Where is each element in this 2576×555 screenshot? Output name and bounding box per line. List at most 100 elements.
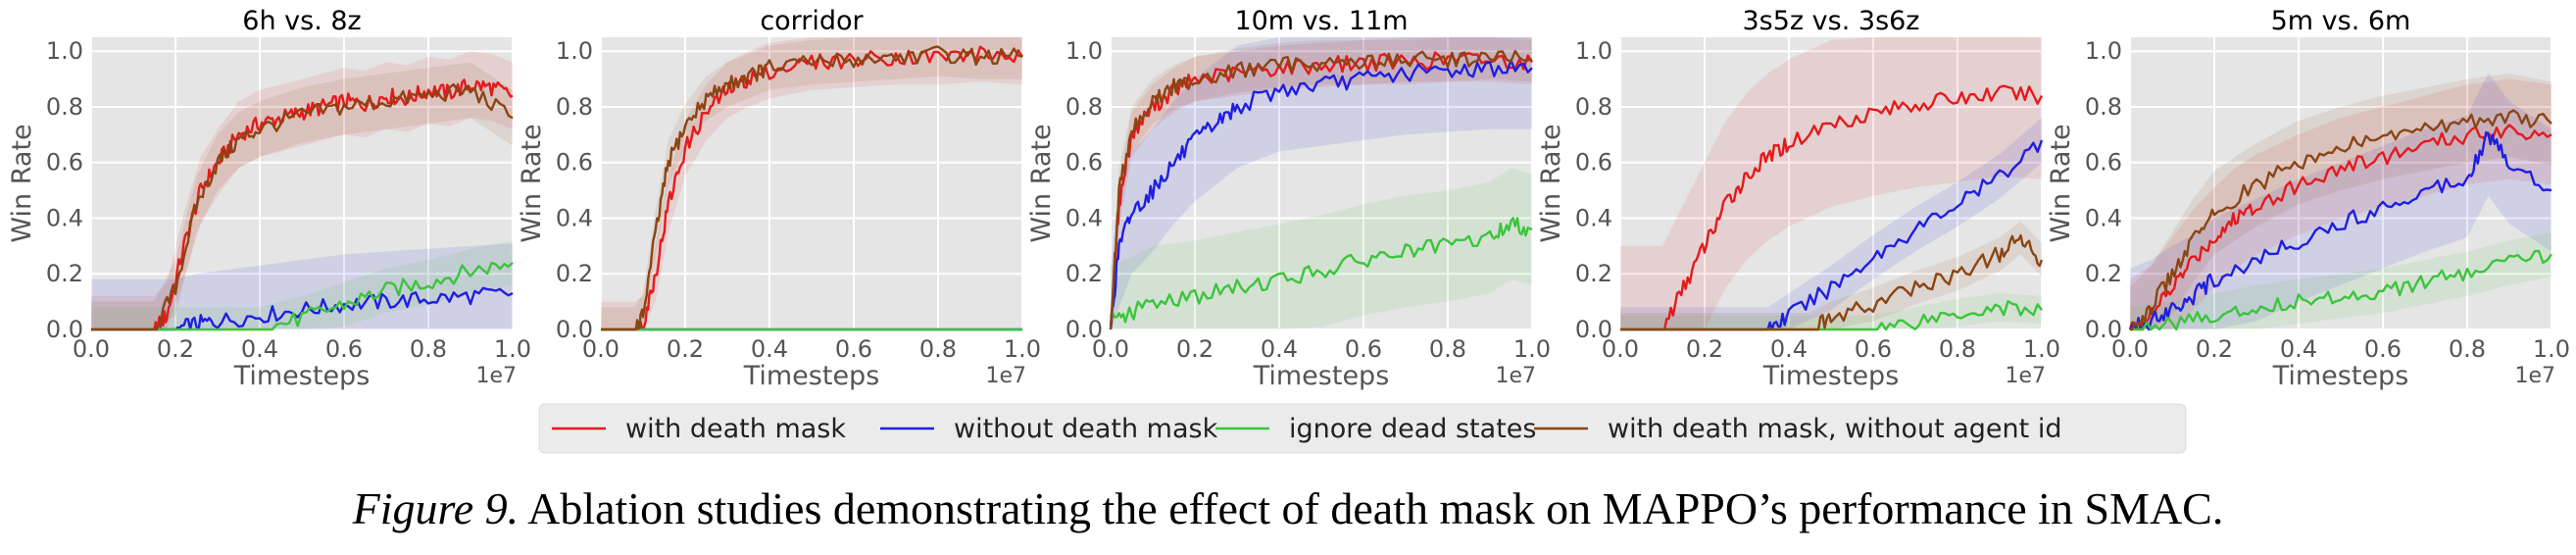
confidence-band-2: [1111, 37, 1532, 329]
legend-label-1: with death mask: [625, 414, 846, 444]
series-line-2: [2128, 130, 2552, 331]
legend-label-2: without death mask: [954, 414, 1218, 444]
y-tick-label: 0.2: [1065, 260, 1103, 287]
y-tick-label: 1.0: [2085, 37, 2122, 65]
legend-label-3: ignore dead states: [1289, 414, 1536, 444]
series-line-3: [91, 261, 514, 331]
y-tick-label: 0.2: [2085, 260, 2122, 287]
x-axis-label: Timesteps: [1253, 361, 1390, 391]
confidence-band-4: [1620, 221, 2042, 329]
confidence-band-4: [1111, 37, 1532, 329]
legend: with death mask without death mask ignore …: [538, 403, 2187, 454]
x-tick-label: 0.0: [1092, 335, 1129, 363]
series-line-1: [2128, 124, 2552, 331]
series-line-2: [1620, 139, 2044, 331]
x-tick-label: 1.0: [1004, 335, 1041, 363]
chart-panel-5: 0.0 0.2 0.4 0.6 0.8 1.0 0.0 0.2 0.4 0.6 0.8 1.0 5m v…: [2046, 6, 2570, 391]
x-tick-label: 0.8: [1939, 335, 1976, 363]
chart-panel-1: 0.0 0.2 0.4 0.6 0.8 1.0 0.0 0.2 0.4 0.6 0.8 1.0 6h v…: [7, 6, 531, 391]
y-tick-label: 0.2: [556, 260, 593, 287]
x-tick-label: 1.0: [1513, 335, 1551, 363]
x-tick-label: 0.6: [325, 335, 363, 363]
confidence-band-1: [1620, 37, 2042, 329]
confidence-band-4: [601, 37, 1022, 329]
y-tick-label: 0.2: [1575, 260, 1612, 287]
x-tick-label: 0.6: [1345, 335, 1382, 363]
series-line-4: [91, 82, 514, 331]
x-scale-label: 1e7: [475, 364, 517, 388]
y-tick-label: 0.4: [46, 204, 83, 231]
x-tick-label: 0.8: [2449, 335, 2486, 363]
plot-background: [2130, 37, 2551, 329]
x-tick-label: 0.4: [1770, 335, 1808, 363]
caption-label: Figure 9.: [352, 483, 520, 533]
x-tick-label: 0.2: [667, 335, 704, 363]
y-tick-label: 0.8: [2085, 93, 2122, 121]
series-line-4: [1109, 49, 1533, 330]
x-tick-label: 0.8: [919, 335, 957, 363]
y-tick-label: 0.8: [46, 93, 83, 121]
series-line-3: [2130, 249, 2552, 331]
y-tick-label: 0.6: [2085, 149, 2122, 177]
y-tick-label: 0.0: [1575, 316, 1612, 343]
x-scale-label: 1e7: [985, 364, 1026, 388]
x-tick-label: 0.4: [241, 335, 278, 363]
confidence-band-3: [1111, 168, 1532, 329]
y-tick-label: 0.0: [556, 316, 593, 343]
series-line-4: [1620, 233, 2044, 331]
x-tick-label: 0.6: [835, 335, 872, 363]
y-axis-label: Win Rate: [517, 124, 547, 242]
y-tick-label: 0.4: [1065, 204, 1103, 231]
y-tick-label: 0.4: [1575, 204, 1612, 231]
y-tick-label: 0.8: [1575, 93, 1612, 121]
x-axis-label: Timesteps: [1762, 361, 1900, 391]
chart-panel-4: 0.0 0.2 0.4 0.6 0.8 1.0 0.0 0.2 0.4 0.6 0.8 1.0 3s5z…: [1536, 6, 2060, 391]
legend-box: [538, 403, 2187, 454]
y-tick-label: 0.4: [2085, 204, 2122, 231]
chart-panel-2: 0.0 0.2 0.4 0.6 0.8 1.0 0.0 0.2 0.4 0.6 0.8 1.0 corr…: [517, 6, 1041, 391]
y-tick-label: 0.6: [1575, 149, 1612, 177]
series-line-1: [1620, 84, 2044, 331]
x-tick-label: 0.8: [1429, 335, 1466, 363]
series-line-4: [601, 45, 1023, 331]
x-tick-label: 0.0: [1602, 335, 1639, 363]
y-axis-label: Win Rate: [1026, 124, 1057, 242]
panel-title: 6h vs. 8z: [242, 6, 361, 36]
y-tick-label: 0.0: [46, 316, 83, 343]
x-tick-label: 0.6: [1855, 335, 1892, 363]
y-tick-label: 0.6: [46, 149, 83, 177]
x-tick-label: 0.0: [73, 335, 110, 363]
x-tick-label: 0.2: [1176, 335, 1214, 363]
y-tick-label: 0.6: [556, 149, 593, 177]
y-tick-label: 1.0: [46, 37, 83, 65]
y-tick-label: 0.0: [1065, 316, 1103, 343]
confidence-band-1: [91, 51, 513, 329]
panel-title: 5m vs. 6m: [2271, 6, 2411, 36]
y-axis-label: Win Rate: [2046, 124, 2076, 242]
confidence-band-4: [2130, 73, 2551, 330]
x-tick-label: 1.0: [494, 335, 531, 363]
series-line-3: [1620, 299, 2043, 331]
x-axis-label: Timesteps: [233, 361, 371, 391]
x-scale-label: 1e7: [2005, 364, 2046, 388]
plot-background: [1111, 37, 1532, 329]
y-tick-label: 1.0: [556, 37, 593, 65]
chart-panel-3: 0.0 0.2 0.4 0.6 0.8 1.0 0.0 0.2 0.4 0.6 0.8 1.0 10m …: [1026, 6, 1551, 391]
plot-background: [601, 37, 1022, 329]
y-tick-label: 0.0: [2085, 316, 2122, 343]
y-tick-label: 0.8: [1065, 93, 1103, 121]
panel-title: corridor: [760, 6, 864, 36]
y-tick-label: 0.6: [1065, 149, 1103, 177]
panel-title: 10m vs. 11m: [1234, 6, 1408, 36]
confidence-band-1: [601, 37, 1022, 329]
series-line-4: [2130, 109, 2552, 331]
x-scale-label: 1e7: [1495, 364, 1536, 388]
x-tick-label: 1.0: [2533, 335, 2570, 363]
x-tick-label: 0.4: [751, 335, 788, 363]
y-tick-label: 1.0: [1065, 37, 1103, 65]
y-axis-label: Win Rate: [7, 124, 37, 242]
x-tick-label: 0.4: [1261, 335, 1298, 363]
x-axis-label: Timesteps: [2272, 361, 2409, 391]
x-tick-label: 0.8: [410, 335, 447, 363]
x-tick-label: 0.0: [582, 335, 619, 363]
